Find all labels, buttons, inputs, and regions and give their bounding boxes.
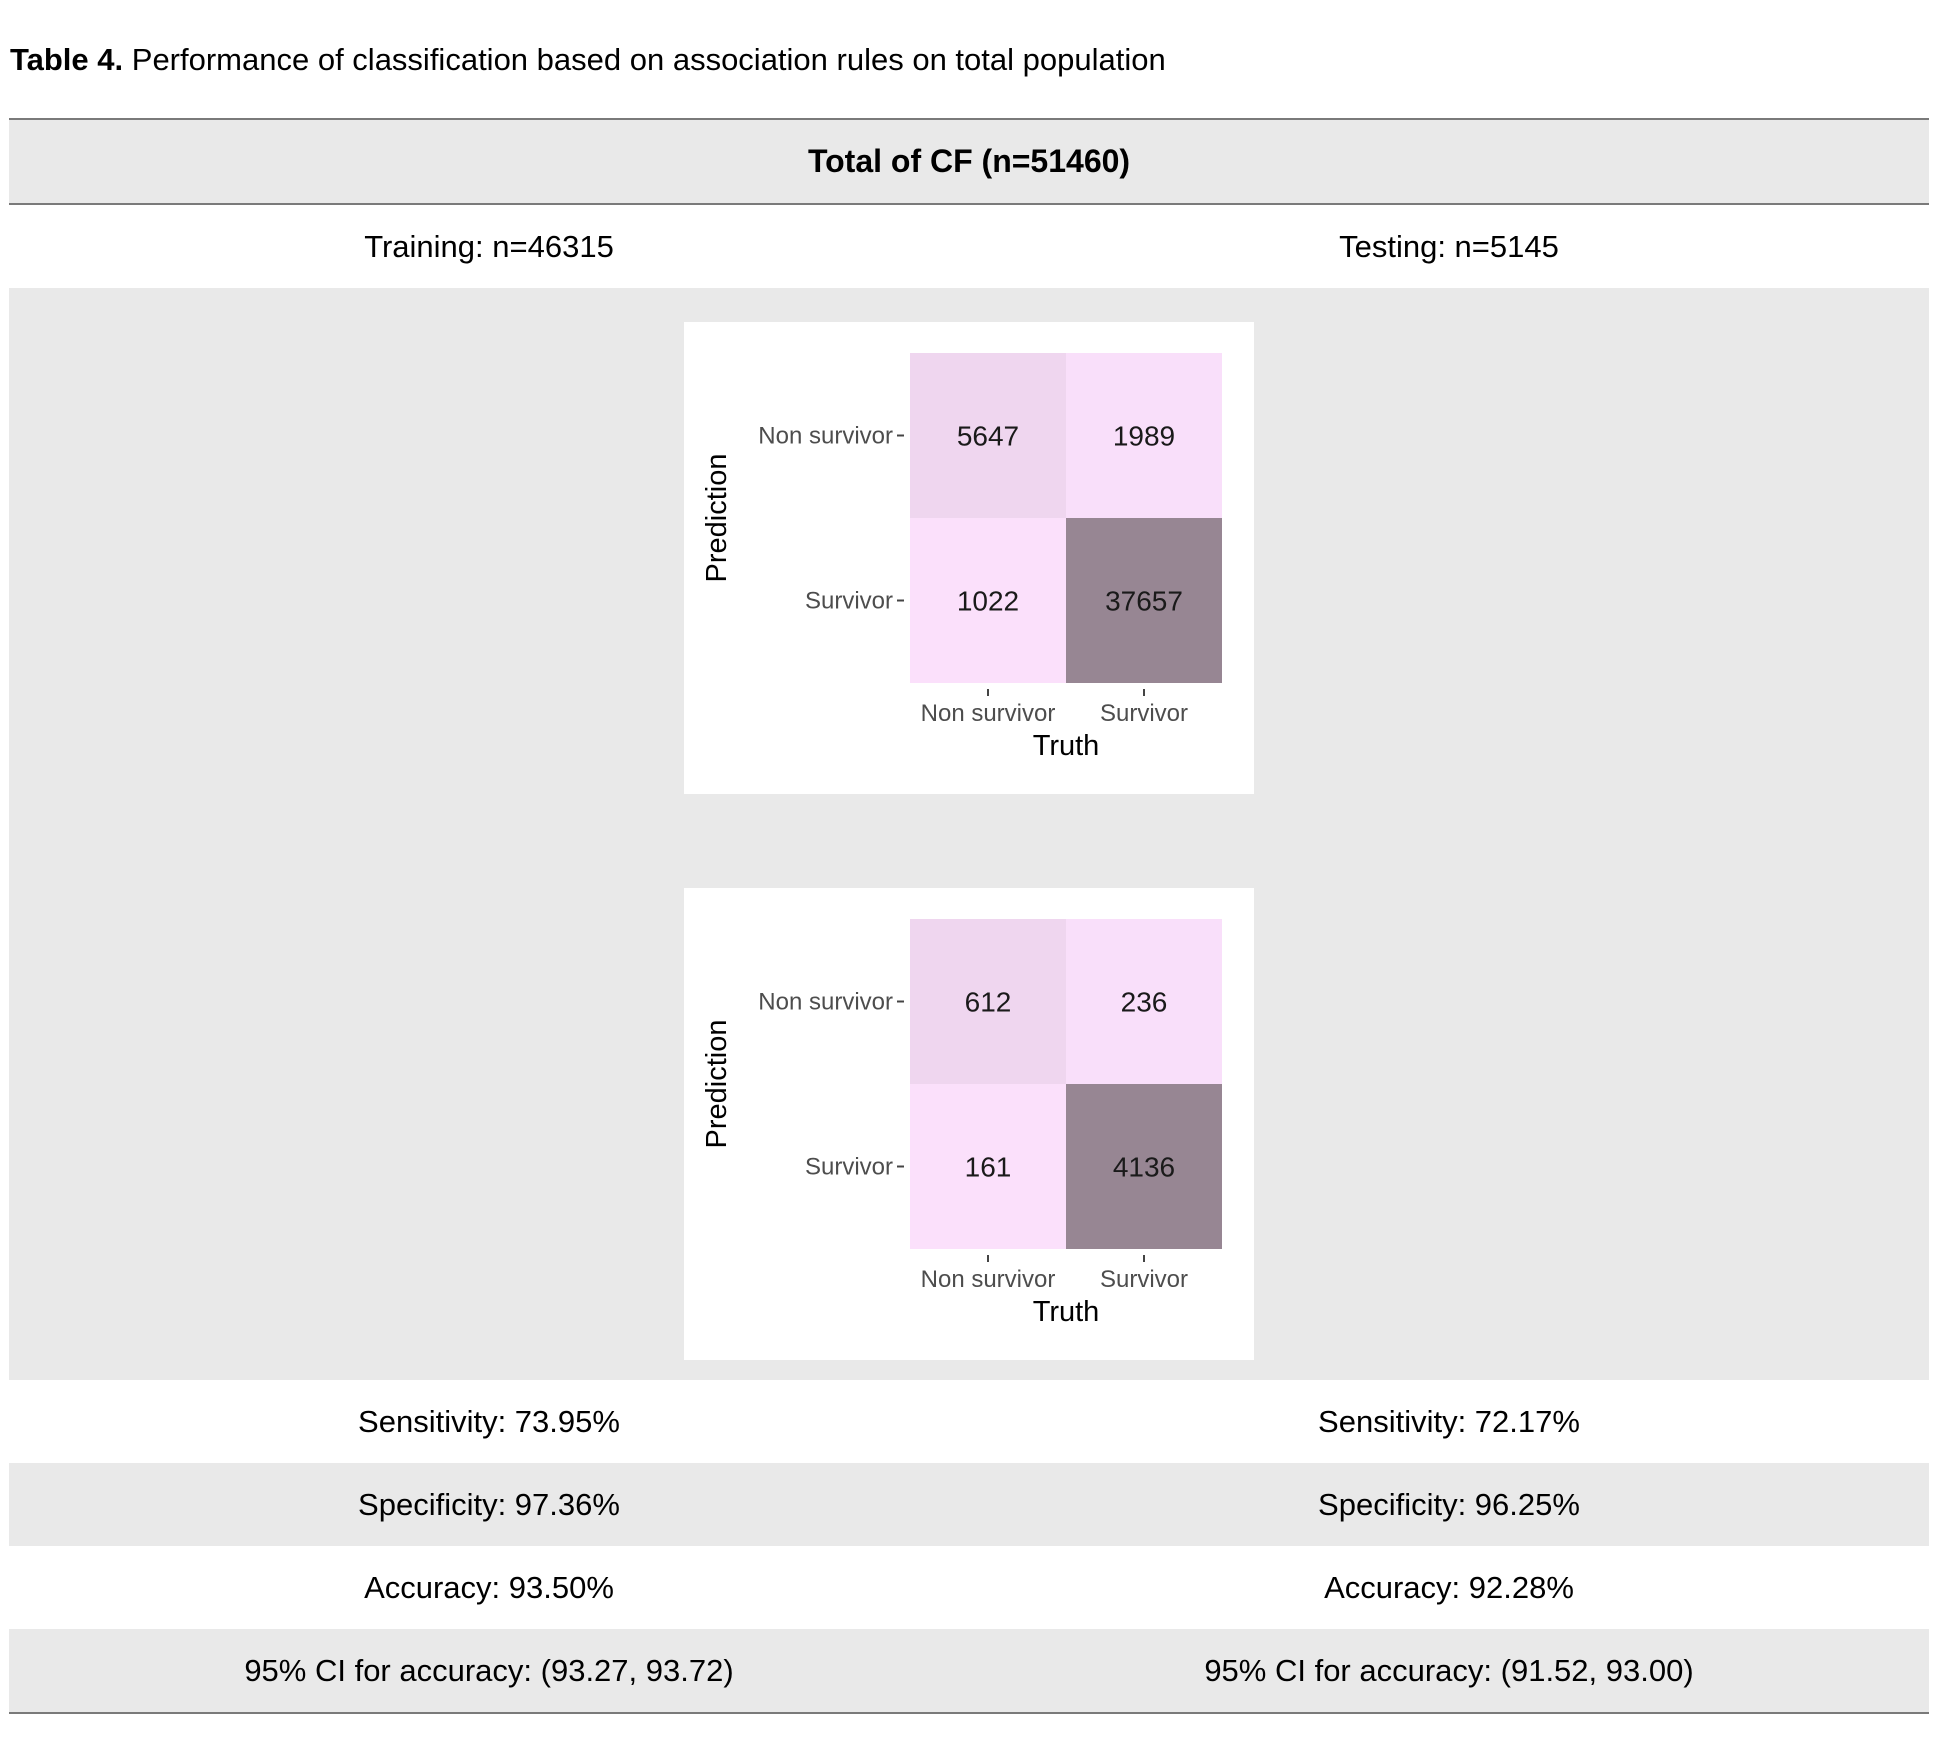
x-axis-title: Truth — [1033, 1296, 1100, 1328]
heatmap-cell — [1066, 919, 1222, 1084]
table-label: Table 4. — [10, 42, 124, 77]
x-tick-label: Non survivor — [921, 700, 1056, 727]
confusion-matrix-band: 5647 1989 1022 37657 Non survivor Survivor Non… — [9, 288, 1929, 1380]
training-accuracy: Accuracy: 93.50% — [364, 1569, 614, 1605]
testing-accuracy: Accuracy: 92.28% — [1324, 1569, 1574, 1605]
table-caption: Table 4. Performance of classification b… — [10, 42, 1166, 78]
cell-value-label: 1989 — [1113, 421, 1175, 452]
testing-specificity: Specificity: 96.25% — [1318, 1486, 1580, 1522]
heatmap-cell — [1066, 1084, 1222, 1249]
accuracy-row: Accuracy: 93.50% Accuracy: 92.28% — [9, 1546, 1929, 1629]
heatmap-cell — [910, 919, 1066, 1084]
training-ci: 95% CI for accuracy: (93.27, 93.72) — [244, 1652, 734, 1688]
cell-value-label: 4136 — [1113, 1152, 1175, 1183]
cell-value-label: 37657 — [1105, 586, 1183, 617]
y-axis-title: Prediction — [701, 1020, 733, 1149]
y-tick-label: Non survivor — [758, 423, 893, 450]
y-tick-label: Non survivor — [758, 989, 893, 1016]
column-header-row: Training: n=46315 Testing: n=5145 — [9, 205, 1929, 288]
cell-value-label: 1022 — [957, 586, 1019, 617]
header-rule — [9, 203, 1929, 205]
x-axis-title: Truth — [1033, 730, 1100, 762]
heatmap-cell — [1066, 518, 1222, 683]
bottom-rule — [9, 1712, 1929, 1714]
testing-confusion-matrix-chart: 612 236 161 4136 Non survivor Survivor Non sur… — [701, 919, 1222, 1328]
cell-value-label: 612 — [965, 987, 1012, 1018]
training-confusion-matrix: 5647 1989 1022 37657 Non survivor Survivor Non… — [684, 322, 1254, 794]
testing-ci: 95% CI for accuracy: (91.52, 93.00) — [1204, 1652, 1694, 1688]
results-table: Total of CF (n=51460) Training: n=46315 … — [9, 118, 1929, 1714]
heatmap-cell — [910, 1084, 1066, 1249]
heatmap-cell — [910, 518, 1066, 683]
testing-sensitivity: Sensitivity: 72.17% — [1318, 1403, 1580, 1439]
training-specificity: Specificity: 97.36% — [358, 1486, 620, 1522]
specificity-row: Specificity: 97.36% Specificity: 96.25% — [9, 1463, 1929, 1546]
x-tick-label: Survivor — [1100, 700, 1188, 727]
x-tick-label: Survivor — [1100, 1266, 1188, 1293]
testing-column-header: Testing: n=5145 — [1339, 228, 1559, 264]
cell-value-label: 5647 — [957, 421, 1019, 452]
testing-confusion-matrix: 612 236 161 4136 Non survivor Survivor Non sur… — [684, 888, 1254, 1360]
cell-value-label: 161 — [965, 1152, 1012, 1183]
table-header-label: Total of CF (n=51460) — [807, 143, 1131, 179]
training-column-header: Training: n=46315 — [364, 228, 614, 264]
table-header: Total of CF (n=51460) — [9, 120, 1929, 203]
y-tick-label: Survivor — [805, 588, 893, 615]
sensitivity-row: Sensitivity: 73.95% Sensitivity: 72.17% — [9, 1380, 1929, 1463]
cell-value-label: 236 — [1121, 987, 1168, 1018]
training-confusion-matrix-chart: 5647 1989 1022 37657 Non survivor Survivor Non… — [701, 353, 1222, 762]
heatmap-cell — [1066, 353, 1222, 518]
y-tick-label: Survivor — [805, 1154, 893, 1181]
heatmap-cell — [910, 353, 1066, 518]
table-title: Performance of classification based on a… — [131, 42, 1166, 77]
y-axis-title: Prediction — [701, 454, 733, 583]
x-tick-label: Non survivor — [921, 1266, 1056, 1293]
top-rule — [9, 118, 1929, 120]
ci-row: 95% CI for accuracy: (93.27, 93.72) 95% … — [9, 1629, 1929, 1712]
training-sensitivity: Sensitivity: 73.95% — [358, 1403, 620, 1439]
